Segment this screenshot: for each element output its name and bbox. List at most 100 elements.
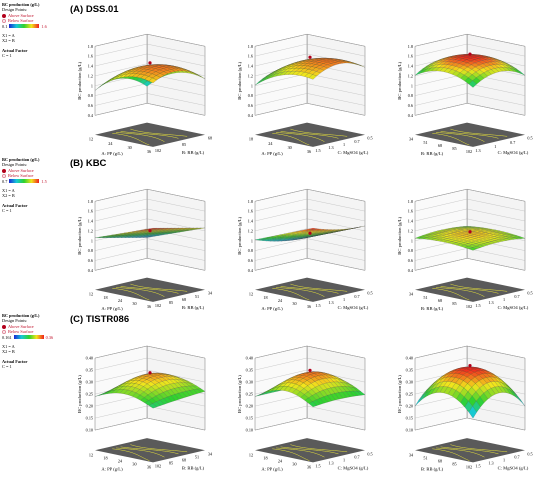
section-title-a: (A) DSS.01 — [70, 4, 119, 15]
grid-line — [94, 103, 206, 116]
y-tick-label: 0.5 — [367, 451, 372, 456]
contour-line — [130, 128, 188, 137]
grid-line — [254, 417, 366, 431]
grid-line — [254, 198, 366, 212]
z-tick-label: 1.6 — [248, 209, 253, 214]
grid-line — [254, 248, 366, 261]
x-tick-label: 34 — [409, 137, 414, 142]
y-tick-label: 85 — [182, 142, 186, 147]
contour-line — [450, 283, 508, 292]
z-tick-label: 1.8 — [248, 199, 253, 204]
legend-x2: X2 = B — [2, 38, 15, 44]
contour-line — [276, 287, 325, 297]
z-tick-label: 1 — [411, 83, 413, 88]
z-tick-label: 0.8 — [248, 93, 253, 98]
range-min: 0.161 — [2, 334, 12, 340]
y-tick-label: 34 — [208, 291, 213, 296]
contour-line — [116, 287, 165, 297]
x-tick-label: 18 — [263, 295, 267, 300]
floor-plane — [415, 122, 525, 147]
grid-line — [94, 93, 206, 106]
contour-line — [272, 448, 310, 461]
design-point-marker — [308, 231, 312, 235]
contour-line — [432, 133, 470, 146]
z-tick-label: 1 — [91, 83, 93, 88]
x-tick-label: 68 — [438, 298, 442, 303]
contour-line — [130, 444, 188, 453]
x-tick-label: 102 — [466, 304, 472, 309]
y-tick-label: 51 — [195, 294, 199, 299]
z-tick-label: 0.15 — [406, 416, 413, 421]
z-tick-label: 0.4 — [408, 113, 414, 118]
z-tick-label: 0.10 — [246, 428, 253, 433]
x-tick-label: 18 — [263, 455, 267, 460]
y-tick-label: 102 — [155, 303, 161, 308]
legend-above: Above Surface — [8, 323, 34, 329]
y-axis-label: B: RB (g/L) — [182, 465, 205, 470]
legend-above: Above Surface — [8, 167, 34, 173]
z-tick-label: 1 — [251, 238, 253, 243]
z-tick-label: 0.8 — [248, 248, 253, 253]
x-tick-label: 12 — [89, 452, 93, 457]
surface-patch — [468, 247, 477, 251]
z-tick-label: 0.6 — [88, 103, 93, 108]
grid-line — [94, 34, 206, 47]
grid-line — [254, 208, 366, 222]
x-axis-label: B: RB (g/L) — [421, 306, 444, 311]
z-tick-label: 0.30 — [406, 380, 413, 385]
z-axis-label: BC production (g/L) — [237, 61, 242, 99]
legend-x1: X1 = A — [2, 344, 15, 350]
contour-line — [272, 133, 310, 146]
y-tick-label: 85 — [169, 460, 173, 465]
surface-plot-a3: 0.4 0.6 0.8 1 1.2 1.4 1.6 1.8 BC production (g/L… — [397, 33, 533, 156]
grid-line — [94, 208, 206, 222]
y-axis-label: C: MgSO4 (g/L) — [498, 305, 529, 310]
contour-line — [276, 447, 325, 458]
grid-line — [414, 208, 526, 222]
z-tick-label: 0.25 — [86, 392, 93, 397]
floor-plane — [255, 277, 365, 302]
legend-title: BC production (g/L) — [2, 157, 40, 162]
x-tick-label: 36 — [147, 464, 151, 469]
floor-plane — [95, 438, 205, 463]
z-tick-label: 0.25 — [406, 392, 413, 397]
design-point-marker — [148, 229, 152, 233]
contour-line — [112, 448, 150, 461]
x-tick-label: 12 — [249, 452, 253, 457]
legend-below: Below Surface — [8, 329, 34, 335]
contour-line — [436, 287, 485, 297]
legend-below: Below Surface — [8, 18, 34, 24]
legend-below: Below Surface — [8, 173, 34, 179]
z-tick-label: 0.35 — [406, 368, 413, 373]
x-tick-label: 51 — [423, 295, 427, 300]
x-axis-label: A: PP (g/L) — [101, 151, 123, 156]
z-axis-label: BC production (g/L) — [77, 61, 82, 99]
y-axis-label: B: RB (g/L) — [182, 150, 205, 155]
y-tick-label: 1.3 — [488, 460, 493, 465]
surface-patch — [308, 74, 317, 80]
y-tick-label: 1.5 — [315, 463, 320, 468]
legend-factor-value: C = 1 — [2, 364, 12, 370]
contour-line — [440, 286, 499, 294]
side-wall — [94, 188, 148, 271]
grid-line — [94, 189, 206, 202]
x-axis-label: A: PP (g/L) — [101, 306, 123, 311]
range-max: 1.5 — [41, 178, 47, 184]
grid-line — [414, 258, 526, 271]
y-tick-label: 34 — [208, 451, 213, 456]
y-tick-label: 1 — [503, 457, 505, 462]
legend-factor-value: C = 1 — [2, 53, 12, 59]
z-axis-label: BC production (g/L) — [397, 61, 402, 99]
above-surface-marker — [2, 168, 6, 173]
x-tick-label: 30 — [288, 145, 292, 150]
grid-line — [254, 43, 366, 57]
x-tick-label: 12 — [89, 137, 93, 142]
surface-plot-b3: 0.4 0.6 0.8 1 1.2 1.4 1.6 1.8 BC production (g/L… — [397, 188, 533, 311]
floor-plane — [415, 277, 525, 302]
x-axis-label: A: PP (g/L) — [261, 151, 283, 156]
legend-x1: X1 = A — [2, 188, 15, 194]
x-tick-label: 24 — [108, 141, 113, 146]
z-tick-label: 1.8 — [408, 199, 413, 204]
grid-line — [94, 238, 206, 251]
x-tick-label: 30 — [292, 301, 296, 306]
